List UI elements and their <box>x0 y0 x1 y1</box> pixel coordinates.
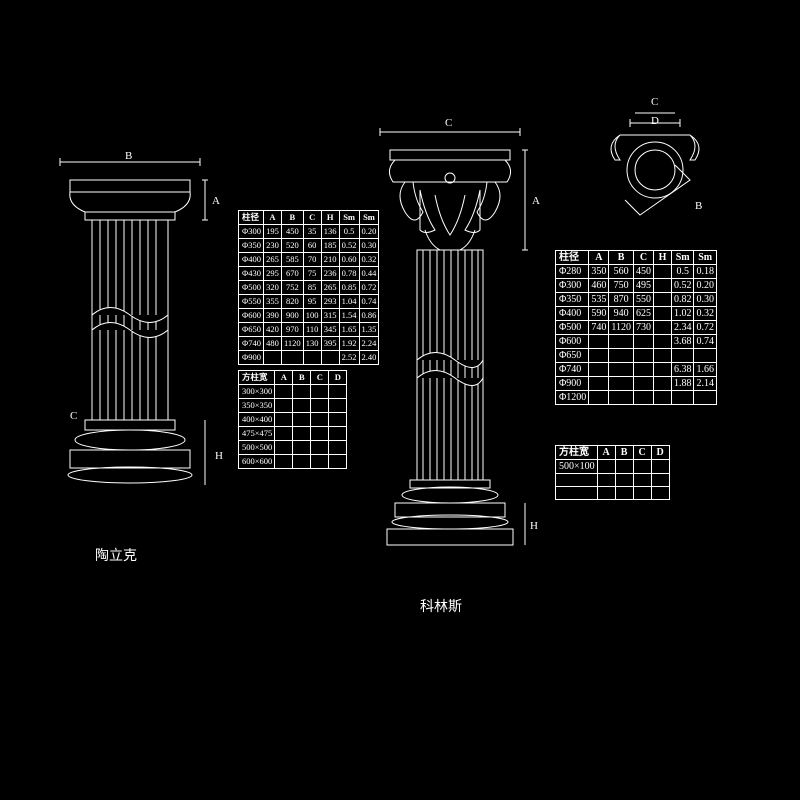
dim-h1: H <box>215 450 223 462</box>
dim-c2: C <box>445 117 452 129</box>
table-doric-diameter: 柱径ABCHSmSmΦ300195450351360.50.20Φ3502305… <box>238 210 379 365</box>
dim-b1: B <box>125 150 132 162</box>
dim-a1: A <box>212 195 220 207</box>
plan-c: C <box>651 96 658 108</box>
table-corinthian-diameter: 柱径ABCHSmSmΦ2803505604500.50.18Φ300460750… <box>555 250 717 405</box>
corinthian-label: 科林斯 <box>420 596 462 616</box>
dim-c1: C <box>70 410 77 422</box>
dim-h2: H <box>530 520 538 532</box>
dim-a2: A <box>532 195 540 207</box>
doric-label: 陶立克 <box>95 545 137 565</box>
doric-column <box>50 150 210 530</box>
corinthian-column <box>365 120 535 590</box>
table-doric-square: 方柱宽ABCD300×300350×350400×400475×475500×5… <box>238 370 347 469</box>
table-corinthian-square: 方柱宽ABCD500×100 <box>555 445 670 500</box>
plan-d: D <box>651 115 659 127</box>
plan-b: B <box>695 200 702 212</box>
